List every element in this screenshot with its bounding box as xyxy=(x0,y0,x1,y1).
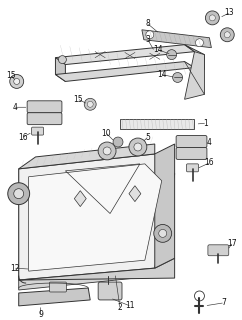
Text: 7: 7 xyxy=(221,299,226,308)
Polygon shape xyxy=(185,52,204,99)
Polygon shape xyxy=(55,61,195,81)
Polygon shape xyxy=(19,268,155,290)
Circle shape xyxy=(10,75,24,88)
FancyBboxPatch shape xyxy=(208,245,229,256)
Circle shape xyxy=(14,189,24,199)
Circle shape xyxy=(113,137,123,147)
Polygon shape xyxy=(19,144,155,169)
FancyBboxPatch shape xyxy=(176,148,207,159)
Polygon shape xyxy=(120,119,195,129)
Circle shape xyxy=(84,98,96,110)
FancyBboxPatch shape xyxy=(27,101,62,113)
Circle shape xyxy=(159,229,167,237)
FancyBboxPatch shape xyxy=(27,263,53,275)
Text: 10: 10 xyxy=(101,129,111,138)
Text: 6: 6 xyxy=(12,189,17,198)
Circle shape xyxy=(146,31,154,39)
Text: 14: 14 xyxy=(153,45,163,54)
Circle shape xyxy=(167,50,177,60)
Text: 3: 3 xyxy=(145,35,150,44)
Text: 9: 9 xyxy=(38,310,43,319)
Polygon shape xyxy=(55,45,195,65)
Text: 4: 4 xyxy=(12,103,17,112)
Text: 16: 16 xyxy=(18,132,28,141)
Polygon shape xyxy=(29,164,162,271)
Circle shape xyxy=(8,183,30,204)
Circle shape xyxy=(14,78,20,84)
FancyBboxPatch shape xyxy=(98,282,122,300)
Text: 5: 5 xyxy=(145,132,150,141)
Circle shape xyxy=(205,11,219,25)
FancyBboxPatch shape xyxy=(27,113,62,125)
Text: 16: 16 xyxy=(204,158,214,167)
Circle shape xyxy=(195,291,204,301)
Text: 17: 17 xyxy=(227,239,237,248)
FancyBboxPatch shape xyxy=(32,127,44,135)
Polygon shape xyxy=(19,258,175,280)
Text: 11: 11 xyxy=(125,301,135,310)
Text: 13: 13 xyxy=(224,8,234,17)
Circle shape xyxy=(209,15,215,21)
Text: 4: 4 xyxy=(207,138,212,147)
Circle shape xyxy=(87,101,93,107)
Text: 12: 12 xyxy=(10,264,20,273)
FancyBboxPatch shape xyxy=(50,282,66,292)
Circle shape xyxy=(224,32,230,38)
Polygon shape xyxy=(55,58,65,81)
Text: 14: 14 xyxy=(157,70,166,79)
Text: 15: 15 xyxy=(74,95,83,104)
Text: 15: 15 xyxy=(6,71,15,80)
Text: 1: 1 xyxy=(203,119,208,128)
Polygon shape xyxy=(129,186,141,202)
Circle shape xyxy=(103,147,111,155)
Text: 2: 2 xyxy=(118,303,122,312)
Polygon shape xyxy=(19,154,175,280)
FancyBboxPatch shape xyxy=(176,136,207,148)
Circle shape xyxy=(134,143,142,151)
Polygon shape xyxy=(142,30,211,48)
Circle shape xyxy=(220,28,234,42)
Polygon shape xyxy=(185,45,204,69)
Circle shape xyxy=(98,142,116,160)
Circle shape xyxy=(173,73,182,83)
FancyBboxPatch shape xyxy=(187,164,198,172)
Circle shape xyxy=(58,56,66,64)
Circle shape xyxy=(129,138,147,156)
Circle shape xyxy=(154,224,172,242)
Text: 8: 8 xyxy=(145,19,150,28)
Polygon shape xyxy=(74,191,86,207)
Polygon shape xyxy=(19,288,90,306)
Polygon shape xyxy=(155,144,175,268)
Circle shape xyxy=(196,39,204,47)
